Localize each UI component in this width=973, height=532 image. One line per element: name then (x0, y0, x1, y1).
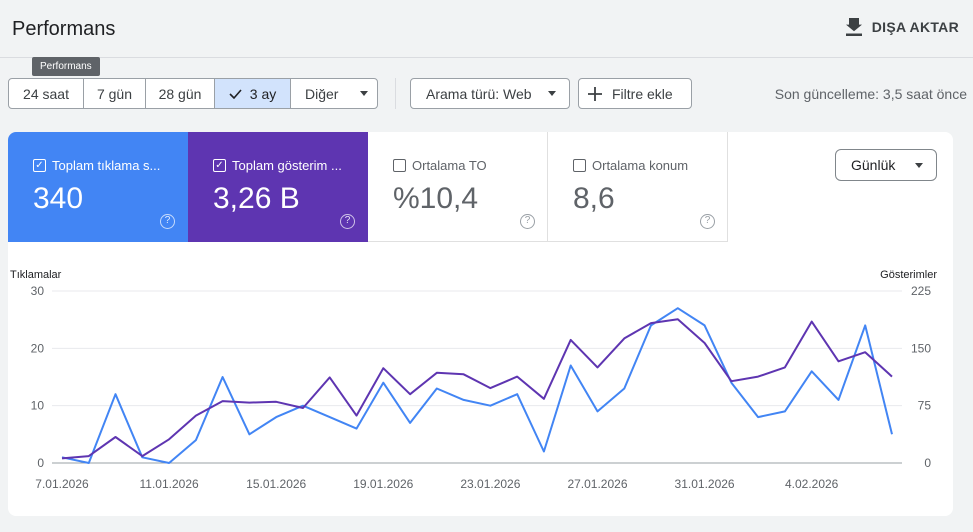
date-range-toolbar: 24 saat 7 gün 28 gün 3 ay Diğer (8, 78, 378, 109)
metric-total-clicks[interactable]: ✓ Toplam tıklama s... 340 ? (8, 132, 188, 242)
help-icon[interactable]: ? (520, 214, 535, 229)
metric-clicks-header: ✓ Toplam tıklama s... (33, 158, 160, 173)
chart-series (61, 307, 893, 464)
chevron-down-icon (360, 91, 369, 96)
metric-ctr-value: %10,4 (393, 182, 479, 215)
range-3m-button[interactable]: 3 ay (215, 79, 291, 108)
checkbox-unchecked-icon[interactable] (573, 159, 586, 172)
x-tick-label: 27.01.2026 (567, 477, 627, 491)
right-tick-label: 0 (924, 456, 931, 470)
help-icon[interactable]: ? (700, 214, 715, 229)
chart-grid (52, 290, 902, 464)
range-3m-label: 3 ay (249, 85, 277, 102)
right-tick-label: 225 (911, 284, 931, 298)
metric-average-position[interactable]: Ortalama konum 8,6 ? (548, 132, 728, 242)
download-icon (845, 18, 862, 36)
left-tick-label: 10 (31, 399, 45, 413)
add-filter-button[interactable]: Filtre ekle (578, 78, 692, 109)
chevron-down-icon (915, 162, 924, 168)
right-tick-label: 150 (911, 341, 931, 355)
metric-clicks-value: 340 (33, 182, 84, 215)
right-tick-label: 75 (918, 399, 932, 413)
range-other-dropdown[interactable]: Diğer (291, 79, 377, 108)
x-axis-ticks: 7.01.2026 11.01.2026 15.01.2026 19.01.2026 2… (35, 477, 838, 491)
left-tick-label: 30 (31, 284, 45, 298)
metric-ctr-header: Ortalama TO (393, 158, 487, 173)
range-24h-button[interactable]: 24 saat (9, 79, 84, 108)
plus-icon (588, 86, 602, 101)
metric-average-ctr[interactable]: Ortalama TO %10,4 ? (368, 132, 548, 242)
right-axis-ticks: 0 75 150 225 (911, 284, 931, 470)
metric-total-impressions[interactable]: ✓ Toplam gösterim ... 3,26 B ? (188, 132, 368, 242)
x-tick-label: 23.01.2026 (460, 477, 520, 491)
metric-position-value: 8,6 (573, 182, 615, 215)
metric-impressions-label: Toplam gösterim ... (232, 158, 342, 173)
checkbox-checked-icon[interactable]: ✓ (33, 159, 46, 172)
period-label: Günlük (851, 157, 896, 173)
last-updated-text: Son güncelleme: 3,5 saat önce (774, 86, 967, 102)
help-icon[interactable]: ? (160, 214, 175, 229)
page-header: Performans DIŞA AKTAR (0, 0, 973, 58)
export-button[interactable]: DIŞA AKTAR (845, 18, 959, 36)
x-tick-label: 11.01.2026 (140, 477, 199, 491)
search-type-dropdown[interactable]: Arama türü: Web (410, 78, 570, 109)
period-dropdown[interactable]: Günlük (835, 149, 937, 181)
x-tick-label: 19.01.2026 (353, 477, 413, 491)
left-axis-title: Tıklamalar (10, 269, 62, 281)
date-range-group: 24 saat 7 gün 28 gün 3 ay Diğer (8, 78, 378, 109)
metric-position-label: Ortalama konum (592, 158, 689, 173)
x-tick-label: 4.02.2026 (785, 477, 839, 491)
export-label: DIŞA AKTAR (871, 19, 959, 35)
range-other-label: Diğer (305, 85, 339, 102)
x-tick-label: 15.01.2026 (246, 477, 306, 491)
checkbox-checked-icon[interactable]: ✓ (213, 159, 226, 172)
range-28d-button[interactable]: 28 gün (146, 79, 215, 108)
checkbox-unchecked-icon[interactable] (393, 159, 406, 172)
performance-card: ✓ Toplam tıklama s... 340 ? ✓ Toplam gös… (8, 132, 953, 516)
x-tick-label: 7.01.2026 (35, 477, 89, 491)
check-icon (229, 88, 242, 99)
chevron-down-icon (547, 91, 556, 96)
metric-impressions-header: ✓ Toplam gösterim ... (213, 158, 342, 173)
page-title: Performans (12, 18, 116, 40)
help-icon[interactable]: ? (340, 214, 355, 229)
metric-position-header: Ortalama konum (573, 158, 688, 173)
metric-clicks-label: Toplam tıklama s... (52, 158, 161, 173)
toolbar-divider (395, 78, 396, 109)
range-7d-button[interactable]: 7 gün (84, 79, 146, 108)
add-filter-label: Filtre ekle (612, 85, 673, 102)
series-line-right (61, 318, 893, 460)
right-axis-title: Gösterimler (880, 269, 937, 281)
metric-ctr-label: Ortalama TO (412, 158, 487, 173)
search-type-label: Arama türü: Web (426, 85, 532, 102)
left-tick-label: 20 (31, 341, 45, 355)
x-tick-label: 31.01.2026 (675, 477, 735, 491)
series-line-left (61, 307, 893, 464)
performance-line-chart: Tıklamalar Gösterimler 0 10 20 30 0 75 150 225… (10, 269, 937, 491)
left-tick-label: 0 (37, 456, 44, 470)
metric-impressions-value: 3,26 B (213, 182, 300, 215)
left-axis-ticks: 0 10 20 30 (31, 284, 45, 470)
tooltip: Performans (32, 57, 100, 76)
